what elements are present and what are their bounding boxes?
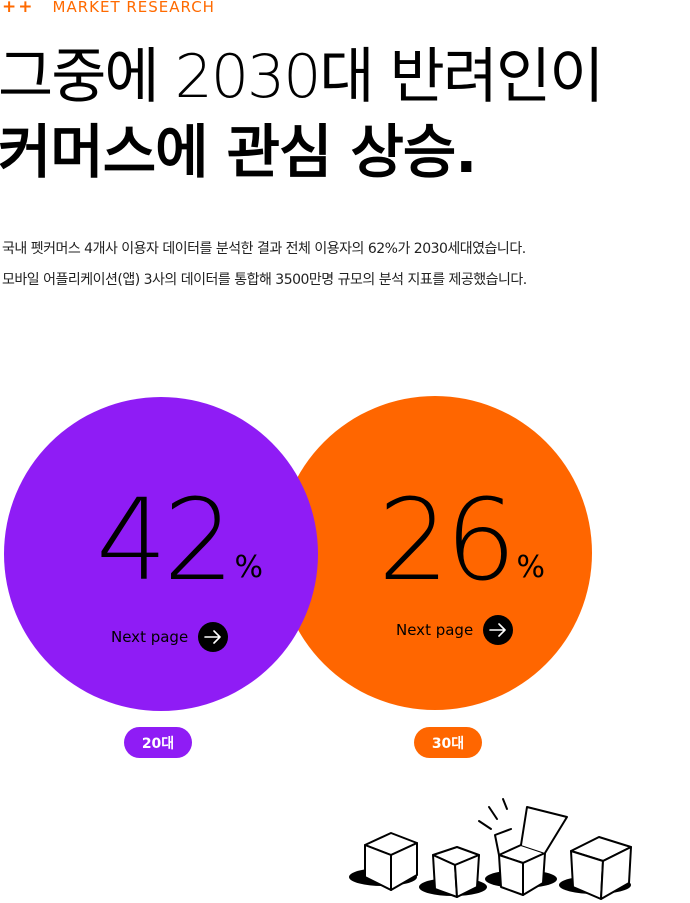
next-page-link-30s[interactable]: Next page <box>396 615 514 645</box>
stat-value-20s: 42 % <box>96 476 264 606</box>
plus-icon: ++ <box>2 0 35 17</box>
eyebrow: ++ MARKET RESEARCH <box>2 0 215 17</box>
headline-line-1: 그중에 2030대 반려인이 <box>0 42 604 112</box>
headline-line-2: 커머스에 관심 상승. <box>0 118 477 186</box>
next-page-label-30s: Next page <box>396 621 474 639</box>
age-badge-20s: 20대 <box>124 727 192 758</box>
arrow-right-icon[interactable] <box>198 622 229 652</box>
boxes-illustration <box>345 795 645 903</box>
description-line-2: 모바일 어플리케이션(앱) 3사의 데이터를 통합해 3500만명 규모의 분석… <box>2 272 527 288</box>
stat-circle-20s: 42 % Next page <box>4 397 318 711</box>
description-line-1: 국내 펫커머스 4개사 이용자 데이터를 분석한 결과 전체 이용자의 62%가… <box>2 241 526 257</box>
next-page-link-20s[interactable]: Next page <box>111 622 229 652</box>
eyebrow-label: MARKET RESEARCH <box>52 0 215 16</box>
stat-value-30s: 26 % <box>378 476 546 606</box>
age-badge-30s: 30대 <box>414 727 482 758</box>
next-page-label-20s: Next page <box>111 628 189 646</box>
stat-number-30s: 26 <box>378 476 517 606</box>
arrow-right-icon[interactable] <box>483 615 514 645</box>
description: 국내 펫커머스 4개사 이용자 데이터를 분석한 결과 전체 이용자의 62%가… <box>2 234 527 296</box>
stat-unit-20s: % <box>234 550 264 585</box>
headline: 그중에 2030대 반려인이 커머스에 관심 상승. <box>0 40 604 190</box>
stat-number-20s: 42 <box>96 476 235 606</box>
stat-unit-30s: % <box>516 550 546 585</box>
stat-circle-30s: 26 % Next page <box>278 396 592 710</box>
